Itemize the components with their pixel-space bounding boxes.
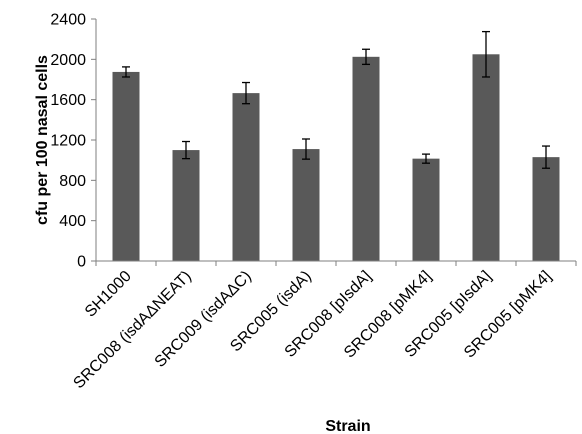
y-axis-title: cfu per 100 nasal cells (34, 55, 51, 225)
bar (412, 158, 440, 261)
y-tick-label: 2400 (50, 12, 86, 29)
error-bar (482, 30, 490, 78)
error-bar (422, 153, 430, 164)
bars (112, 54, 560, 261)
y-tick-label: 800 (59, 173, 86, 190)
error-bars (122, 30, 550, 169)
bar (352, 56, 380, 261)
y-tick-label: 2000 (50, 52, 86, 69)
error-bar (122, 66, 130, 78)
bar (172, 150, 200, 261)
bar (112, 71, 140, 261)
y-tick-label: 0 (77, 254, 86, 271)
y-tick-label: 400 (59, 213, 86, 230)
bar (532, 157, 560, 261)
x-tick-label: SH1000 (82, 268, 135, 321)
x-tick-label: SRC008 (isdAΔNEAT) (70, 268, 194, 392)
bar (292, 149, 320, 261)
bar (232, 93, 260, 261)
error-bar (362, 48, 370, 66)
error-bar (182, 140, 190, 160)
error-bar (242, 81, 250, 105)
y-tick-label: 1600 (50, 92, 86, 109)
x-axis-title: Strain (325, 418, 370, 434)
error-bar (542, 145, 550, 169)
bar (472, 54, 500, 261)
error-bar (302, 138, 310, 160)
y-tick-label: 1200 (50, 133, 86, 150)
y-axis-ticks: 0 400 800 1200 1600 2000 2400 (50, 12, 577, 271)
